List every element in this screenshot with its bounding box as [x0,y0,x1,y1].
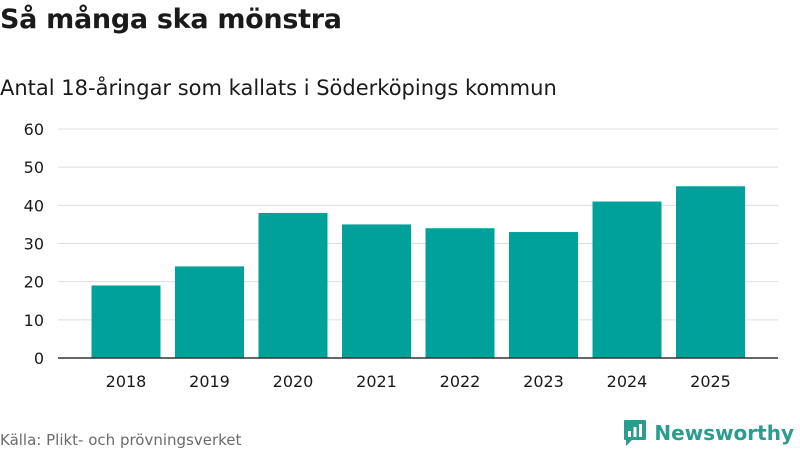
x-tick-label: 2021 [356,372,397,391]
y-tick-labels: 0 10 20 30 40 50 60 [24,120,44,368]
y-tick-label: 40 [24,196,44,215]
brand-name: Newsworthy [654,421,794,445]
chart-title: Så många ska mönstra [0,4,342,35]
bar-2018 [91,285,161,358]
newsworthy-logo-icon [624,420,647,446]
y-tick-label: 60 [24,120,44,139]
x-tick-label: 2018 [106,372,147,391]
y-tick-label: 30 [24,235,44,254]
chart-subtitle: Antal 18-åringar som kallats i Söderköpi… [0,76,557,100]
bar-2022 [425,228,495,358]
x-tick-label: 2023 [523,372,564,391]
y-tick-label: 50 [24,158,44,177]
bar-2020 [258,212,328,358]
bar-2024 [592,201,662,358]
x-tick-label: 2019 [189,372,230,391]
y-tick-label: 0 [34,349,44,368]
y-tick-label: 10 [24,311,44,330]
y-tick-label: 20 [24,273,44,292]
x-tick-label: 2025 [690,372,731,391]
bar-2025 [676,186,745,358]
bar-2023 [509,232,578,358]
brand-logo: Newsworthy [623,419,794,447]
bar-2021 [342,224,411,358]
x-tick-label: 2020 [273,372,314,391]
bar-2019 [175,266,244,358]
bars [91,186,745,358]
grid-lines [58,128,778,321]
source-note: Källa: Plikt- och prövningsverket [0,431,242,449]
x-tick-label: 2024 [607,372,648,391]
x-tick-label: 2022 [440,372,481,391]
x-tick-labels: 2018 2019 2020 2021 2022 2023 2024 2025 [106,372,731,391]
